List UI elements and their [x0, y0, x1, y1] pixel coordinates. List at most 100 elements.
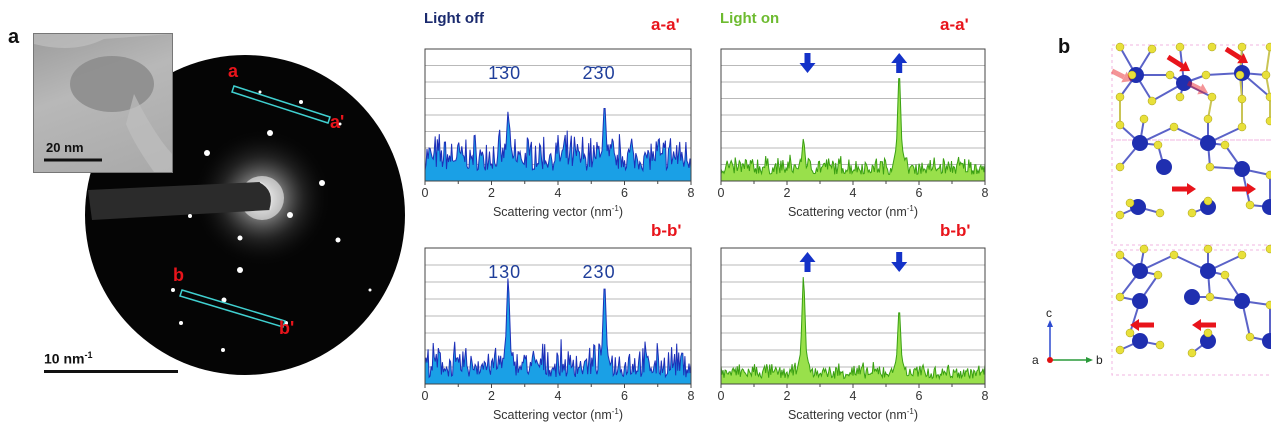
atom-blue — [1234, 293, 1250, 309]
signal-line — [720, 78, 986, 176]
atom-yellow — [1115, 162, 1125, 172]
atom-blue — [1176, 75, 1192, 91]
atom-yellow — [1165, 70, 1175, 80]
atom-yellow — [1127, 70, 1137, 80]
b-axis-label: b — [1096, 353, 1103, 367]
line-profile-box-b — [179, 289, 286, 328]
atom-yellow — [1245, 332, 1255, 342]
atom-blue — [1132, 293, 1148, 309]
atom-yellow — [1237, 122, 1247, 132]
atom-yellow — [1115, 345, 1125, 355]
spin-arrow — [1192, 319, 1216, 331]
atom-yellow — [1261, 70, 1271, 80]
plot-light-on-aa: 0 2 4 6 8 Scattering vector (nm-1) — [718, 48, 989, 219]
atom-yellow — [1203, 114, 1213, 124]
atom-yellow — [1155, 208, 1165, 218]
x-axis-label: Scattering vector (nm-1) — [493, 407, 623, 422]
a-axis-dot — [1047, 357, 1053, 363]
atom-yellow — [1125, 198, 1135, 208]
x-axis-label: Scattering vector (nm-1) — [788, 407, 918, 422]
x-tick-label: 2 — [784, 186, 791, 200]
spot-label-a-prime: a' — [330, 112, 345, 132]
x-tick-label: 0 — [718, 186, 725, 200]
plot-light-off-aa: 0 2 4 6 8 Scattering vector (nm-1) 1̄3̄0 2̄3̄0 — [422, 48, 695, 219]
up-arrow — [799, 252, 816, 272]
diffraction-scale-label: 10 nm-1 — [44, 350, 93, 367]
c-axis-head — [1047, 320, 1053, 327]
atom-yellow — [1175, 92, 1185, 102]
unit-cell-box — [1111, 44, 1271, 141]
unit-cell-box — [1111, 139, 1271, 246]
atom-yellow — [1139, 114, 1149, 124]
atom-yellow — [1187, 348, 1197, 358]
atom-yellow — [1153, 140, 1163, 150]
line-profile-box-a — [231, 85, 331, 124]
down-arrow — [799, 53, 816, 73]
peak-label: 230 — [583, 262, 616, 282]
plot-light-on-bb: 0 2 4 6 8 Scattering vector (nm-1) — [718, 247, 989, 422]
x-tick-label: 8 — [982, 389, 989, 403]
atom-yellow — [1139, 244, 1149, 254]
spot-label-a: a — [228, 61, 239, 81]
x-tick-label: 0 — [422, 389, 429, 403]
atom-yellow — [1115, 292, 1125, 302]
peak-label: 130 — [488, 262, 521, 282]
atom-yellow — [1153, 270, 1163, 280]
x-axis-label: Scattering vector (nm-1) — [788, 204, 918, 219]
atom-yellow — [1205, 292, 1215, 302]
x-tick-label: 8 — [982, 186, 989, 200]
atom-yellow — [1147, 96, 1157, 106]
atom-yellow — [1265, 170, 1271, 180]
atom-yellow — [1265, 116, 1271, 126]
panel-b-label: b — [1058, 36, 1071, 58]
peak-label: 2̄3̄0 — [583, 63, 616, 83]
atom-yellow — [1115, 210, 1125, 220]
atom-yellow — [1207, 42, 1217, 52]
atom-blue — [1200, 135, 1216, 151]
atom-yellow — [1205, 162, 1215, 172]
atom-yellow — [1201, 70, 1211, 80]
x-tick-label: 2 — [488, 186, 495, 200]
a-axis-label: a — [1032, 353, 1039, 367]
c-axis-label: c — [1046, 306, 1052, 320]
tem-inset-image: 20 nm — [33, 33, 173, 173]
atom-yellow — [1207, 92, 1217, 102]
x-tick-label: 6 — [621, 389, 628, 403]
x-tick-label: 8 — [688, 186, 695, 200]
crystal-structure: c a b — [1032, 42, 1271, 376]
atom-blue — [1200, 263, 1216, 279]
atom-yellow — [1203, 244, 1213, 254]
x-tick-label: 8 — [688, 389, 695, 403]
atom-yellow — [1265, 42, 1271, 52]
x-tick-label: 4 — [555, 389, 562, 403]
x-tick-label: 6 — [916, 186, 923, 200]
spin-arrow — [1172, 183, 1196, 195]
spot-label-b-prime: b' — [279, 318, 295, 338]
atom-yellow — [1237, 94, 1247, 104]
atom-blue — [1200, 333, 1216, 349]
x-axis-label: Scattering vector (nm-1) — [493, 204, 623, 219]
atom-blue — [1262, 333, 1271, 349]
panel-a-label: a — [8, 26, 20, 48]
diffraction-scale-bar — [44, 370, 178, 373]
atom-blue — [1200, 199, 1216, 215]
down-arrow — [891, 252, 908, 272]
atom-blue — [1132, 263, 1148, 279]
atom-yellow — [1169, 250, 1179, 260]
tag-top-left: a-a' — [651, 15, 680, 34]
b-axis-head — [1086, 357, 1093, 363]
atom-yellow — [1203, 196, 1213, 206]
spin-arrow — [1166, 54, 1190, 72]
beam-stop — [88, 182, 272, 220]
tag-top-right: a-a' — [940, 15, 969, 34]
atom-yellow — [1245, 200, 1255, 210]
unit-cell-box — [1111, 249, 1271, 376]
atom-yellow — [1265, 300, 1271, 310]
particle-shape — [70, 56, 154, 112]
atom-yellow — [1220, 270, 1230, 280]
x-tick-label: 6 — [916, 389, 923, 403]
x-tick-label: 4 — [850, 186, 857, 200]
atom-yellow — [1237, 42, 1247, 52]
bond — [1265, 46, 1271, 76]
spin-arrow — [1224, 46, 1248, 64]
